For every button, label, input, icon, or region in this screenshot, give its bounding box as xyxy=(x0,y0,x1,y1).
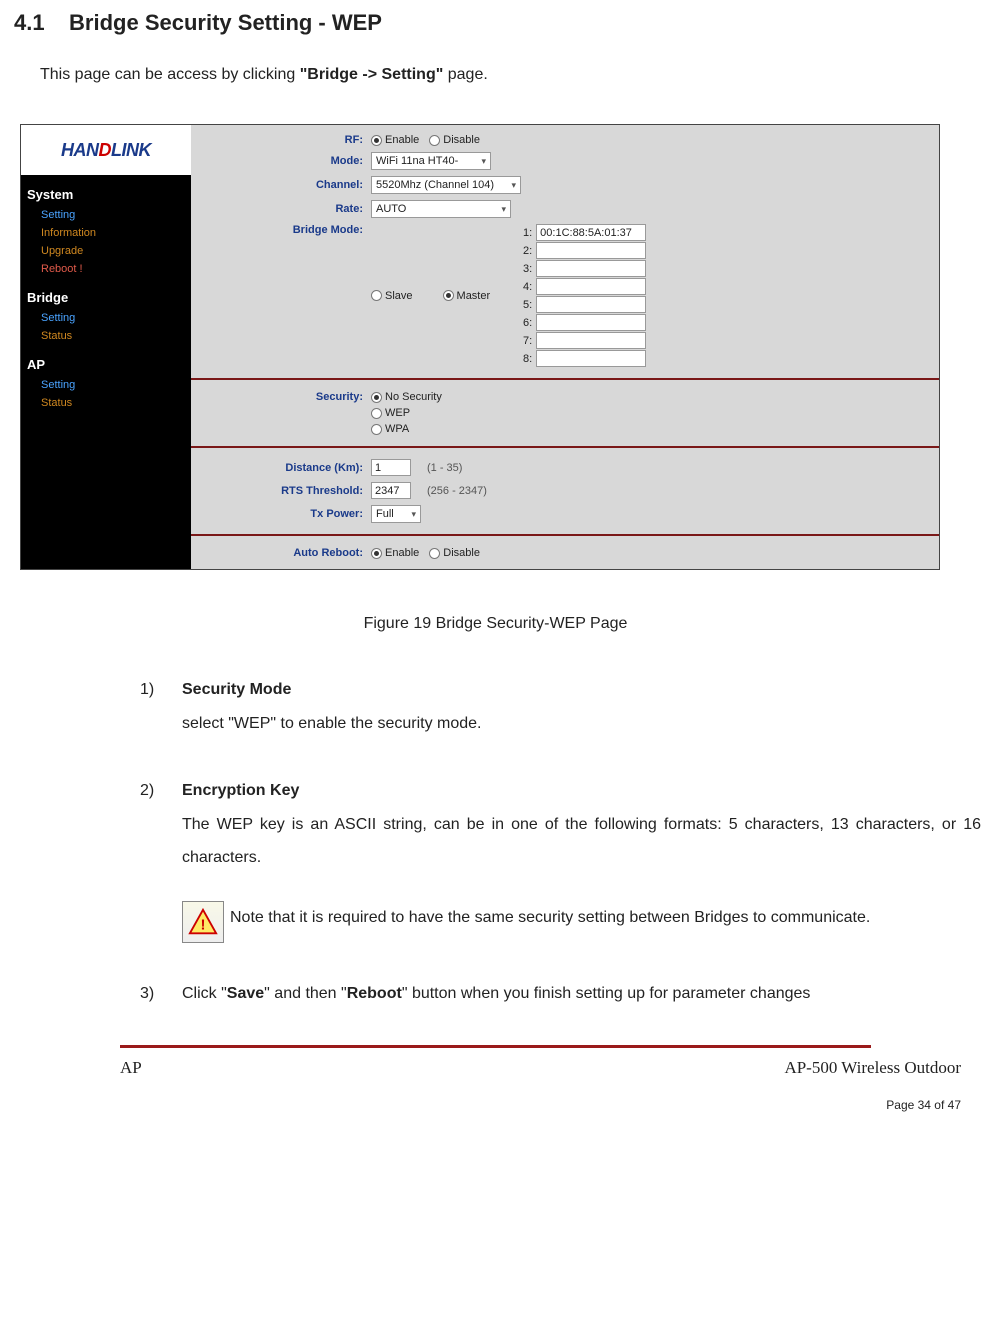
section-separator xyxy=(191,446,939,448)
label-distance: Distance (Km): xyxy=(191,462,371,474)
item-body: select "WEP" to enable the security mode… xyxy=(182,707,981,741)
nav-group-bridge: Bridge xyxy=(21,278,191,309)
row-distance: Distance (Km): 1 (1 - 35) xyxy=(191,456,939,479)
mac-input-3[interactable] xyxy=(536,260,646,277)
select-channel[interactable]: 5520Mhz (Channel 104) xyxy=(371,176,521,194)
radio-autoreboot-enable[interactable]: Enable xyxy=(371,547,419,559)
input-rts[interactable]: 2347 xyxy=(371,482,411,499)
item-number: 1) xyxy=(140,673,164,707)
mac-input-8[interactable] xyxy=(536,350,646,367)
settings-panel: RF: Enable Disable Mode: WiFi 11na HT40-… xyxy=(191,125,939,569)
list-item: 1) Security Mode select "WEP" to enable … xyxy=(140,673,981,740)
sidebar-item-bridge-setting[interactable]: Setting xyxy=(21,309,191,327)
mac-input-7[interactable] xyxy=(536,332,646,349)
warning-icon: ! xyxy=(182,901,224,943)
radio-dot-icon xyxy=(371,392,382,403)
label-security: Security: xyxy=(191,391,371,403)
row-rf: RF: Enable Disable xyxy=(191,131,939,149)
radio-dot-icon xyxy=(371,548,382,559)
radio-dot-icon xyxy=(429,548,440,559)
footer-right: AP-500 Wireless Outdoor xyxy=(784,1058,961,1078)
sidebar-item-system-information[interactable]: Information xyxy=(21,224,191,242)
item-title: Security Mode xyxy=(182,673,291,707)
footer-line: AP AP-500 Wireless Outdoor xyxy=(120,1058,961,1078)
mac-input-5[interactable] xyxy=(536,296,646,313)
radio-security-none[interactable]: No Security xyxy=(371,391,442,403)
radio-bridge-slave[interactable]: Slave xyxy=(371,290,413,302)
section-separator xyxy=(191,378,939,380)
radio-dot-icon xyxy=(429,135,440,146)
row-mode: Mode: WiFi 11na HT40- xyxy=(191,149,939,173)
sidebar-item-system-upgrade[interactable]: Upgrade xyxy=(21,242,191,260)
section-number: 4.1 xyxy=(14,10,45,35)
radio-security-wep[interactable]: WEP xyxy=(371,407,410,419)
row-channel: Channel: 5520Mhz (Channel 104) xyxy=(191,173,939,197)
label-channel: Channel: xyxy=(191,179,371,191)
item-number: 2) xyxy=(140,774,164,808)
mac-input-6[interactable] xyxy=(536,314,646,331)
label-bridge-mode: Bridge Mode: xyxy=(191,224,371,236)
section-heading: 4.1 Bridge Security Setting - WEP xyxy=(14,10,991,36)
item-body: The WEP key is an ASCII string, can be i… xyxy=(182,808,981,875)
input-distance[interactable]: 1 xyxy=(371,459,411,476)
sidebar: HANDLINK System Setting Information Upgr… xyxy=(21,125,191,569)
footer-rule xyxy=(120,1045,871,1048)
sidebar-item-ap-status[interactable]: Status xyxy=(21,394,191,412)
page-number: Page 34 of 47 xyxy=(0,1098,961,1112)
radio-dot-icon xyxy=(371,290,382,301)
radio-rf-enable[interactable]: Enable xyxy=(371,134,419,146)
radio-dot-icon xyxy=(443,290,454,301)
router-admin-screenshot: HANDLINK System Setting Information Upgr… xyxy=(20,124,940,570)
radio-autoreboot-disable[interactable]: Disable xyxy=(429,547,480,559)
mac-input-2[interactable] xyxy=(536,242,646,259)
item-title: Encryption Key xyxy=(182,774,299,808)
radio-dot-icon xyxy=(371,424,382,435)
row-rts: RTS Threshold: 2347 (256 - 2347) xyxy=(191,479,939,502)
list-item: 3) Click "Save" and then "Reboot" button… xyxy=(140,977,981,1011)
warning-note: ! Note that it is required to have the s… xyxy=(182,901,981,935)
select-mode[interactable]: WiFi 11na HT40- xyxy=(371,152,491,170)
mac-address-list: 1:00:1C:88:5A:01:37 2: 3: 4: 5: 6: 7: 8: xyxy=(520,224,646,367)
label-rf: RF: xyxy=(191,134,371,146)
sidebar-item-bridge-status[interactable]: Status xyxy=(21,327,191,345)
row-bridge-mode: Bridge Mode: Slave Master 1:00:1C:88:5A:… xyxy=(191,221,939,370)
label-auto-reboot: Auto Reboot: xyxy=(191,547,371,559)
radio-rf-disable[interactable]: Disable xyxy=(429,134,480,146)
label-mode: Mode: xyxy=(191,155,371,167)
radio-dot-icon xyxy=(371,408,382,419)
row-txpower: Tx Power: Full xyxy=(191,502,939,526)
footer-left: AP xyxy=(120,1058,142,1078)
label-rts: RTS Threshold: xyxy=(191,485,371,497)
nav-group-system: System xyxy=(21,175,191,206)
list-item: 2) Encryption Key The WEP key is an ASCI… xyxy=(140,774,981,943)
nav-group-ap: AP xyxy=(21,345,191,376)
select-txpower[interactable]: Full xyxy=(371,505,421,523)
figure-caption: Figure 19 Bridge Security-WEP Page xyxy=(0,615,991,633)
item-body: Click "Save" and then "Reboot" button wh… xyxy=(182,977,810,1011)
hint-rts: (256 - 2347) xyxy=(427,485,487,497)
select-rate[interactable]: AUTO xyxy=(371,200,511,218)
mac-input-4[interactable] xyxy=(536,278,646,295)
radio-bridge-master[interactable]: Master xyxy=(443,290,491,302)
section-title: Bridge Security Setting - WEP xyxy=(69,10,382,35)
svg-text:!: ! xyxy=(201,916,206,933)
radio-security-wpa[interactable]: WPA xyxy=(371,423,409,435)
label-txpower: Tx Power: xyxy=(191,508,371,520)
row-auto-reboot: Auto Reboot: Enable Disable xyxy=(191,544,939,569)
instruction-list: 1) Security Mode select "WEP" to enable … xyxy=(140,673,981,1011)
sidebar-item-system-setting[interactable]: Setting xyxy=(21,206,191,224)
brand-logo: HANDLINK xyxy=(21,125,191,175)
section-separator xyxy=(191,534,939,536)
intro-paragraph: This page can be access by clicking "Bri… xyxy=(40,66,991,84)
item-number: 3) xyxy=(140,977,164,1011)
row-security: Security: No Security WEP WPA xyxy=(191,388,939,438)
sidebar-item-system-reboot[interactable]: Reboot ! xyxy=(21,260,191,278)
mac-input-1[interactable]: 00:1C:88:5A:01:37 xyxy=(536,224,646,241)
sidebar-item-ap-setting[interactable]: Setting xyxy=(21,376,191,394)
label-rate: Rate: xyxy=(191,203,371,215)
hint-distance: (1 - 35) xyxy=(427,462,462,474)
radio-dot-icon xyxy=(371,135,382,146)
row-rate: Rate: AUTO xyxy=(191,197,939,221)
